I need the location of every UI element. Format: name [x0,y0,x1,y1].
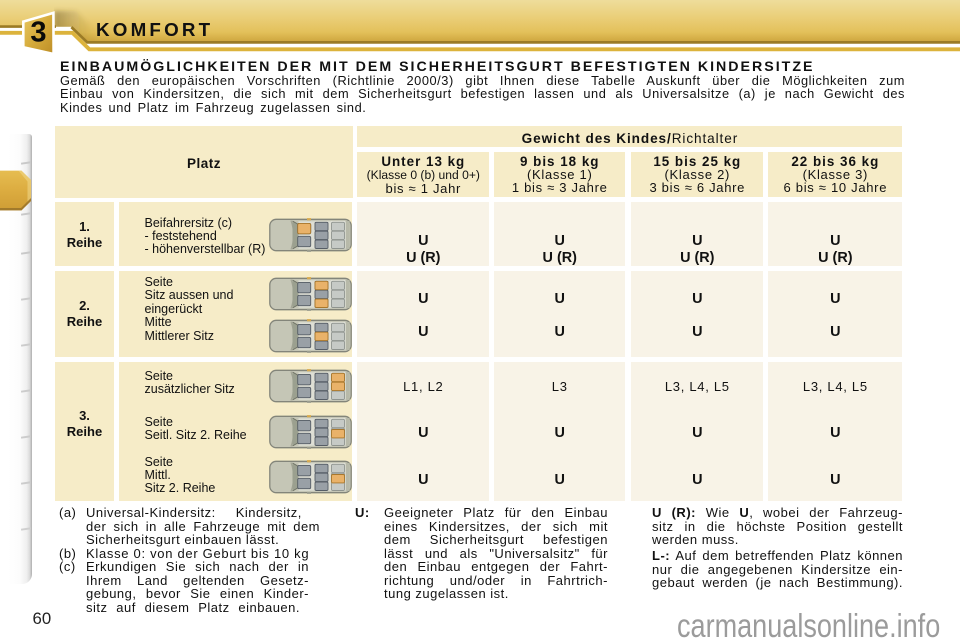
svg-text:3: 3 [30,17,46,49]
